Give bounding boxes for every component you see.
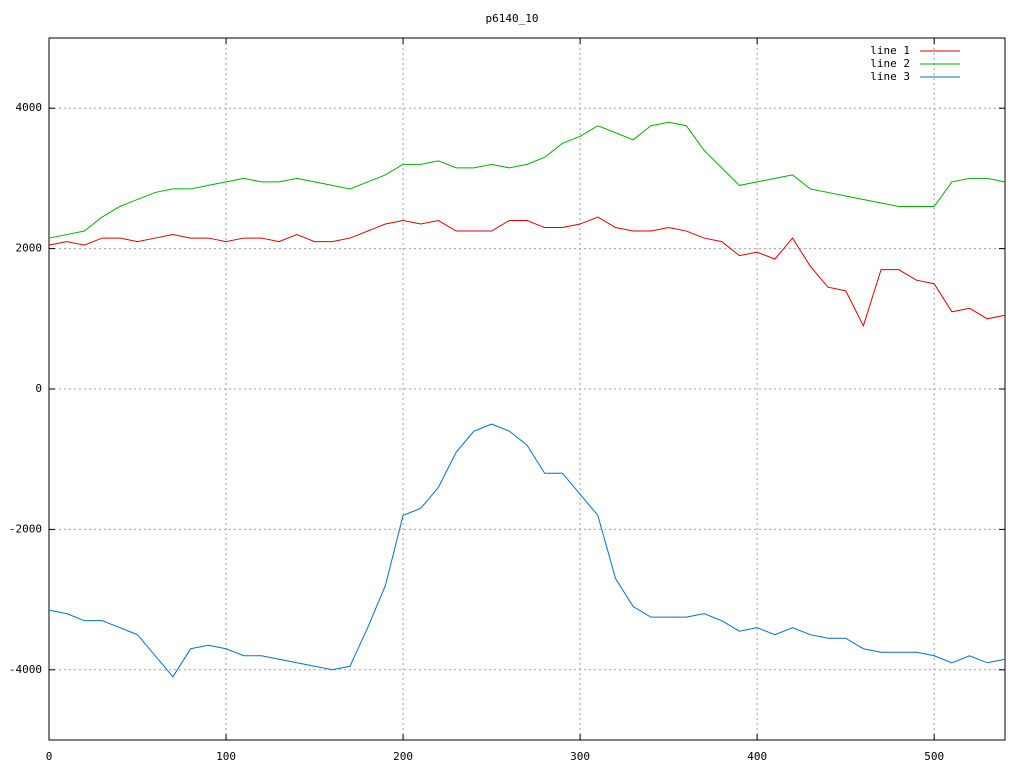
x-tick-label: 200: [393, 750, 413, 763]
x-tick-label: 100: [216, 750, 236, 763]
x-tick-label: 400: [747, 750, 767, 763]
y-tick-label: -4000: [9, 663, 42, 676]
x-tick-label: 500: [924, 750, 944, 763]
x-tick-label: 0: [46, 750, 53, 763]
y-tick-label: 0: [35, 382, 42, 395]
plot-frame: [48, 37, 1006, 741]
y-tick-label: -2000: [9, 522, 42, 535]
legend-label: line 3: [870, 70, 910, 83]
legend-label: line 1: [870, 44, 910, 57]
data-line: [48, 216, 1006, 328]
x-tick-label: 300: [570, 750, 590, 763]
legend-label: line 2: [870, 57, 910, 70]
y-tick-label: 4000: [16, 101, 43, 114]
chart-title: p6140_10: [486, 12, 539, 25]
data-line: [48, 121, 1006, 239]
y-tick-label: 2000: [16, 242, 43, 255]
data-line: [48, 423, 1006, 678]
